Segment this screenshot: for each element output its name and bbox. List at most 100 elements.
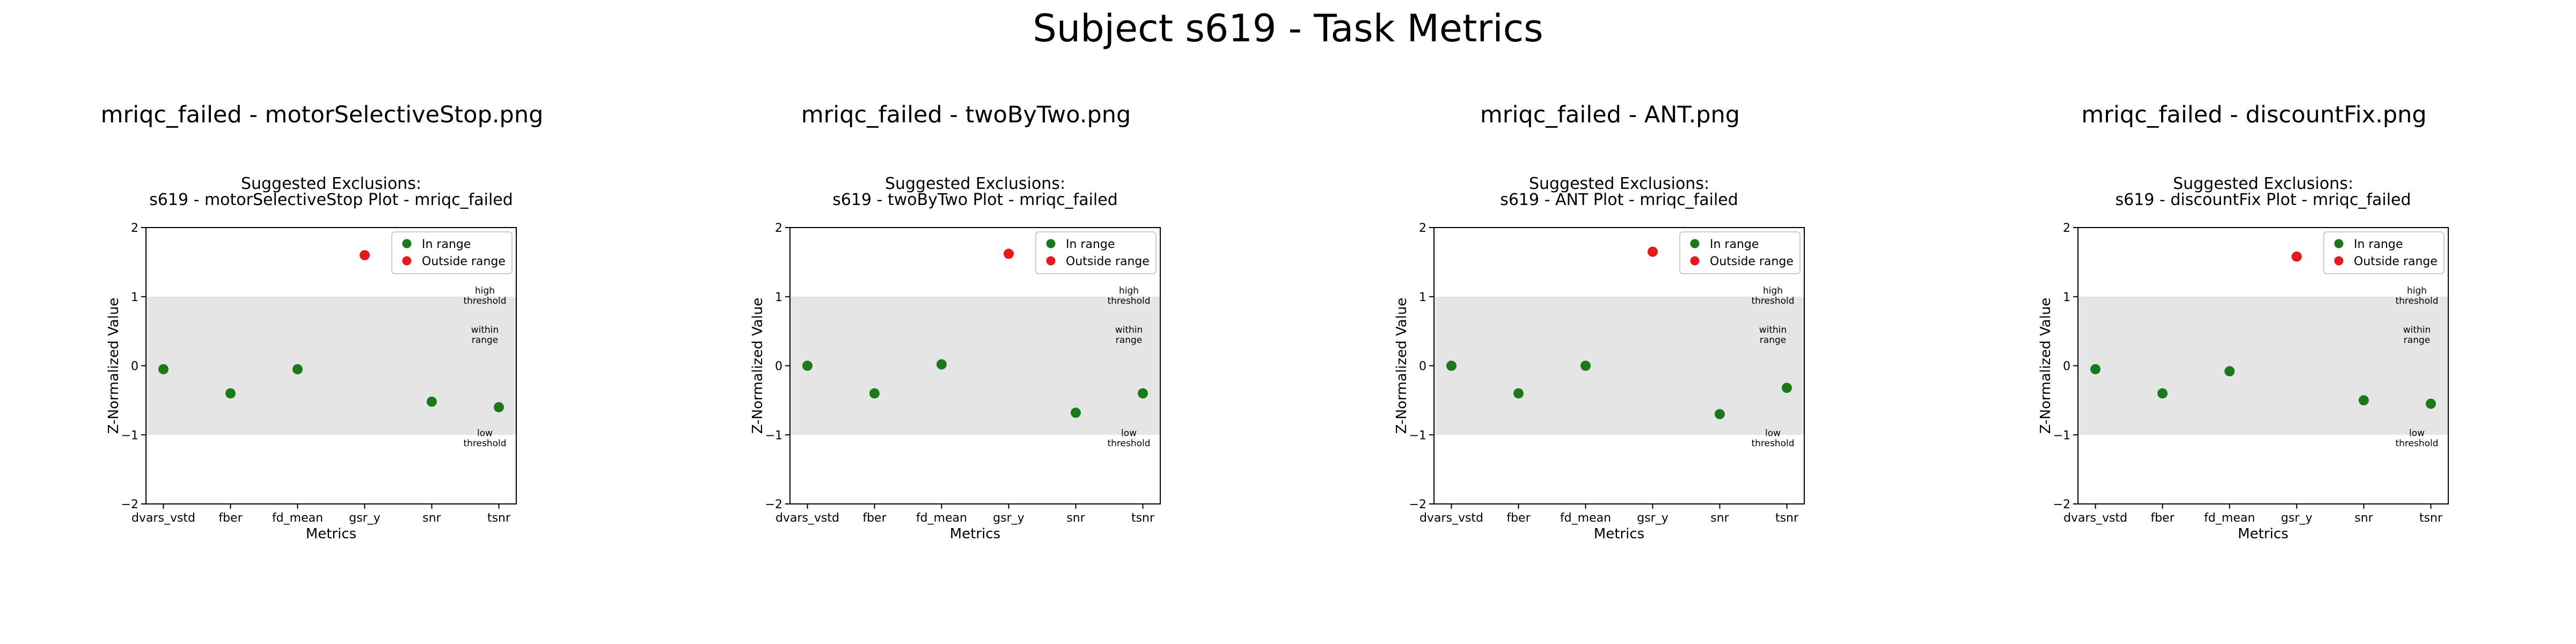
annotation-within-range: within range xyxy=(1759,325,1787,346)
annotation-within-range: within range xyxy=(2403,325,2431,346)
x-tick-label: snr xyxy=(2354,511,2373,525)
data-point-snr xyxy=(427,396,437,407)
annotation-low-threshold: low threshold xyxy=(463,428,506,449)
y-tick-label: 2 xyxy=(1419,222,1426,235)
y-axis-label: Z-Normalized Value xyxy=(106,298,122,434)
chart-panel-2: Suggested Exclusions: s619 - twoByTwo Plo… xyxy=(750,174,1161,542)
data-point-gsr_y xyxy=(360,250,370,260)
x-tick-label: tsnr xyxy=(1775,511,1799,525)
data-point-dvars_vstd xyxy=(802,361,813,371)
x-tick-label: fd_mean xyxy=(272,511,323,525)
within-range-band xyxy=(790,296,1160,435)
y-tick-label: 2 xyxy=(775,222,782,235)
y-tick-label: −1 xyxy=(2053,429,2070,442)
data-point-tsnr xyxy=(2426,398,2436,409)
data-point-gsr_y xyxy=(1648,246,1658,257)
data-point-fber xyxy=(1513,388,1524,399)
legend-marker-in-range xyxy=(402,239,412,248)
x-tick-label: tsnr xyxy=(2419,511,2443,525)
y-tick-label: 2 xyxy=(131,222,138,235)
panel-title: mriqc_failed - discountFix.png xyxy=(2081,101,2427,128)
y-axis-label: Z-Normalized Value xyxy=(1394,298,1410,434)
data-point-fd_mean xyxy=(936,359,947,370)
annotation-high-threshold: high threshold xyxy=(1107,286,1150,306)
y-tick-label: 0 xyxy=(1419,360,1426,374)
data-point-fber xyxy=(869,388,880,399)
within-range-band xyxy=(1434,296,1804,435)
x-axis-label: Metrics xyxy=(1594,526,1644,542)
annotation-low-threshold: low threshold xyxy=(1107,428,1150,449)
legend-marker-in-range xyxy=(2334,239,2344,248)
data-point-tsnr xyxy=(1138,388,1148,399)
legend-label-outside-range: Outside range xyxy=(1066,255,1150,268)
annotation-low-threshold: low threshold xyxy=(1751,428,1794,449)
y-tick-label: −2 xyxy=(765,498,782,511)
x-tick-label: gsr_y xyxy=(1637,511,1668,525)
legend-marker-outside-range xyxy=(1046,256,1056,266)
y-tick-label: 1 xyxy=(2063,291,2070,304)
data-point-fd_mean xyxy=(2224,366,2235,377)
x-tick-label: snr xyxy=(422,511,441,525)
y-tick-label: −1 xyxy=(1409,429,1426,442)
x-tick-label: fber xyxy=(1506,511,1531,525)
legend-box xyxy=(1035,231,1157,274)
chart-panel-4: Suggested Exclusions: s619 - discountFix … xyxy=(2038,174,2449,542)
legend-marker-outside-range xyxy=(1690,256,1700,266)
annotation-within-range: within range xyxy=(1115,325,1143,346)
annotation-within-range: within range xyxy=(471,325,499,346)
data-point-tsnr xyxy=(1782,383,1792,393)
annotation-high-threshold: high threshold xyxy=(463,286,506,306)
x-tick-label: fber xyxy=(2150,511,2175,525)
data-point-gsr_y xyxy=(2292,251,2302,262)
y-tick-label: 0 xyxy=(775,360,782,374)
legend-box xyxy=(391,231,513,274)
data-point-gsr_y xyxy=(1004,248,1014,259)
y-tick-label: 0 xyxy=(2063,360,2070,374)
y-axis-label: Z-Normalized Value xyxy=(2038,298,2054,434)
annotation-high-threshold: high threshold xyxy=(1751,286,1794,306)
chart-title: Suggested Exclusions: s619 - motorSelecti… xyxy=(149,174,513,209)
annotation-low-threshold: low threshold xyxy=(2395,428,2438,449)
panel-title: mriqc_failed - twoByTwo.png xyxy=(801,101,1131,128)
x-tick-label: fd_mean xyxy=(2204,511,2255,525)
x-tick-label: gsr_y xyxy=(993,511,1024,525)
y-tick-label: −2 xyxy=(2053,498,2070,511)
x-tick-label: gsr_y xyxy=(2281,511,2312,525)
chart-panel-1: Suggested Exclusions: s619 - motorSelecti… xyxy=(106,174,517,542)
x-tick-label: snr xyxy=(1066,511,1085,525)
y-tick-label: 1 xyxy=(775,291,782,304)
data-point-fber xyxy=(2157,388,2168,399)
data-point-snr xyxy=(1715,409,1725,420)
legend-marker-outside-range xyxy=(402,256,412,266)
panel-title: mriqc_failed - motorSelectiveStop.png xyxy=(100,101,544,128)
legend-label-in-range: In range xyxy=(1710,238,1759,251)
data-point-snr xyxy=(2359,395,2369,406)
y-tick-label: −2 xyxy=(121,498,138,511)
chart-title: Suggested Exclusions: s619 - ANT Plot - m… xyxy=(1500,174,1738,209)
x-axis-label: Metrics xyxy=(2238,526,2288,542)
data-point-fber xyxy=(225,388,236,399)
legend-label-in-range: In range xyxy=(2354,238,2403,251)
y-tick-label: −1 xyxy=(121,429,138,442)
x-tick-label: fber xyxy=(862,511,887,525)
x-axis-label: Metrics xyxy=(950,526,1000,542)
panel-title: mriqc_failed - ANT.png xyxy=(1480,101,1740,128)
data-point-fd_mean xyxy=(292,364,303,375)
within-range-band xyxy=(146,296,516,435)
chart-title: Suggested Exclusions: s619 - twoByTwo Plo… xyxy=(832,174,1118,209)
legend-marker-in-range xyxy=(1690,239,1700,248)
x-tick-label: snr xyxy=(1710,511,1729,525)
legend-label-in-range: In range xyxy=(422,238,471,251)
y-tick-label: 0 xyxy=(131,360,138,374)
y-tick-label: 1 xyxy=(131,291,138,304)
data-point-fd_mean xyxy=(1580,361,1591,371)
x-tick-label: fd_mean xyxy=(916,511,967,525)
y-tick-label: 1 xyxy=(1419,291,1426,304)
data-point-snr xyxy=(1071,407,1081,418)
legend-box xyxy=(1679,231,1801,274)
legend-label-outside-range: Outside range xyxy=(422,255,506,268)
x-tick-label: dvars_vstd xyxy=(2063,511,2127,525)
y-tick-label: −1 xyxy=(765,429,782,442)
legend-label-outside-range: Outside range xyxy=(2354,255,2438,268)
